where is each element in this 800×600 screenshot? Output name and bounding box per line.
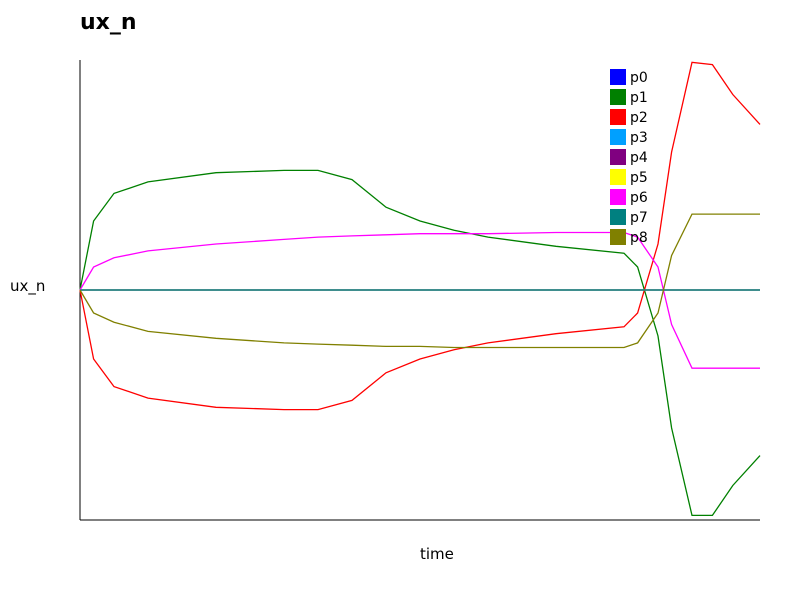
y-axis-label: ux_n [10, 277, 46, 295]
legend-swatch-p5 [610, 169, 626, 185]
series-line-p8 [79, 213, 760, 349]
legend-swatch-p2 [610, 109, 626, 125]
x-axis-label: time [420, 545, 454, 563]
legend-label-p5: p5 [630, 170, 648, 186]
legend-label-p8: p8 [630, 230, 648, 246]
legend-label-p7: p7 [630, 210, 648, 226]
series-layer [79, 61, 761, 517]
legend-swatch-p6 [610, 189, 626, 205]
legend-label-p0: p0 [630, 70, 648, 86]
series-line-p2 [79, 61, 761, 411]
legend-label-p3: p3 [630, 130, 648, 146]
legend-swatch-p1 [610, 89, 626, 105]
legend-label-p6: p6 [630, 190, 648, 206]
legend-label-p4: p4 [630, 150, 648, 166]
legend: p0 p1 p2 p3 p4 p5 p6 p7 p8 [610, 69, 648, 246]
legend-swatch-p7 [610, 209, 626, 225]
series-line-p1 [79, 169, 761, 517]
legend-label-p1: p1 [630, 90, 648, 106]
series-line-p6 [79, 231, 760, 369]
chart-title: ux_n [80, 10, 137, 35]
legend-swatch-p8 [610, 229, 626, 245]
legend-swatch-p4 [610, 149, 626, 165]
legend-label-p2: p2 [630, 110, 648, 126]
legend-swatch-p0 [610, 69, 626, 85]
legend-swatch-p3 [610, 129, 626, 145]
